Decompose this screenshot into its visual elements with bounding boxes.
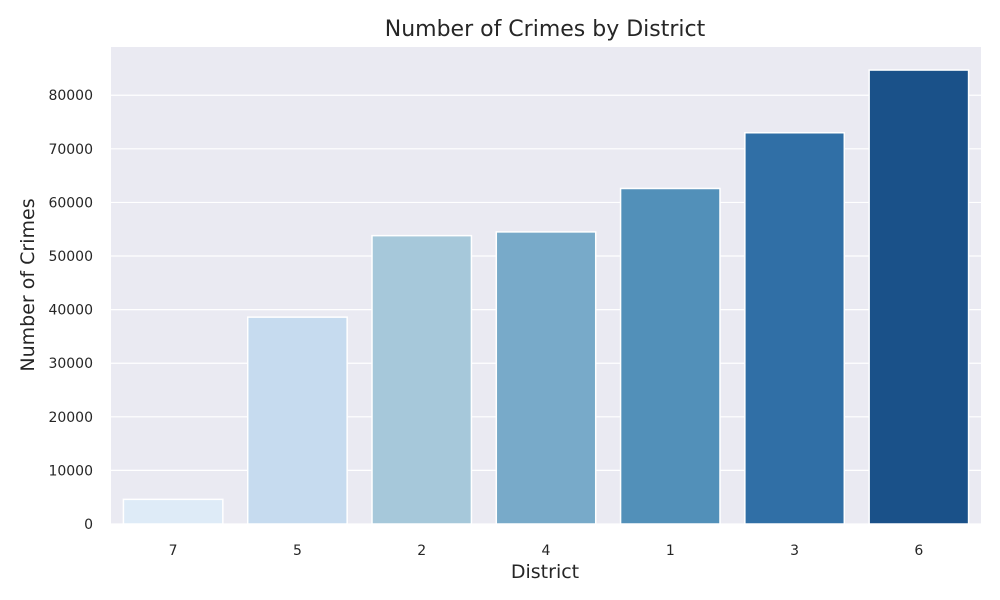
y-axis-ticks: 0 10000 20000 30000 40000 50000 60000 70000 8000…	[48, 88, 93, 533]
chart-title: Number of Crimes by District	[385, 17, 706, 42]
y-tick-label: 20000	[48, 410, 93, 426]
x-tick-label: 6	[914, 543, 923, 559]
x-axis-title: District	[511, 561, 579, 583]
y-tick-label: 50000	[48, 249, 93, 265]
y-tick-label: 70000	[48, 142, 93, 158]
bar-district-3	[744, 132, 846, 525]
y-tick-label: 60000	[48, 195, 93, 211]
y-tick-label: 30000	[48, 356, 93, 372]
x-axis-ticks: 7 5 2 4 1 3 6	[169, 543, 924, 559]
bar-district-5	[246, 316, 348, 525]
bar-district-4	[495, 231, 597, 525]
bar-district-6	[868, 69, 970, 525]
x-tick-label: 7	[169, 543, 178, 559]
bars	[122, 69, 970, 525]
x-tick-label: 1	[666, 543, 675, 559]
y-tick-label: 80000	[48, 88, 93, 104]
y-axis-title: Number of Crimes	[17, 198, 39, 371]
x-tick-label: 4	[542, 543, 551, 559]
bar-district-2	[371, 234, 473, 525]
bar-district-7	[122, 498, 224, 525]
y-tick-label: 10000	[48, 463, 93, 479]
y-tick-label: 40000	[48, 303, 93, 319]
x-tick-label: 5	[293, 543, 302, 559]
x-tick-label: 2	[417, 543, 426, 559]
bar-district-1	[619, 187, 721, 525]
x-tick-label: 3	[790, 543, 799, 559]
y-tick-label: 0	[84, 517, 93, 533]
